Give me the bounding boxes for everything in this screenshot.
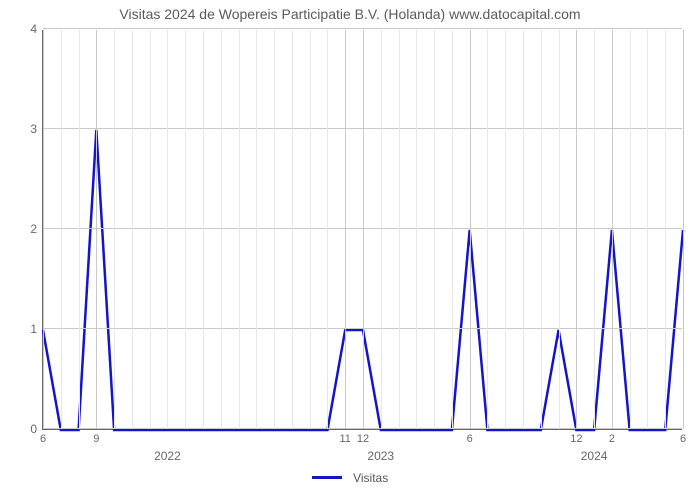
x-gridline-minor <box>132 30 133 429</box>
y-gridline <box>43 28 682 29</box>
x-gridline-minor <box>665 30 666 429</box>
x-gridline-minor <box>292 30 293 429</box>
x-gridline-minor <box>594 30 595 429</box>
y-tick-label: 2 <box>30 222 37 236</box>
x-gridline-minor <box>114 30 115 429</box>
x-year-label: 2023 <box>367 449 394 463</box>
x-gridline-minor <box>203 30 204 429</box>
x-gridline-minor <box>79 30 80 429</box>
x-tick-label: 12 <box>570 433 582 445</box>
x-gridline-major <box>96 30 97 429</box>
x-gridline-minor <box>327 30 328 429</box>
x-gridline-minor <box>630 30 631 429</box>
x-tick-label: 6 <box>680 433 686 445</box>
chart-legend: Visitas <box>0 470 700 485</box>
x-gridline-major <box>345 30 346 429</box>
x-gridline-minor <box>647 30 648 429</box>
x-tick-label: 6 <box>40 433 46 445</box>
x-gridline-minor <box>487 30 488 429</box>
x-gridline-major <box>683 30 684 429</box>
x-gridline-minor <box>274 30 275 429</box>
y-tick-label: 3 <box>30 122 37 136</box>
x-gridline-major <box>363 30 364 429</box>
x-gridline-minor <box>381 30 382 429</box>
x-gridline-major <box>576 30 577 429</box>
chart-title: Visitas 2024 de Wopereis Participatie B.… <box>0 6 700 22</box>
x-gridline-minor <box>256 30 257 429</box>
x-gridline-minor <box>399 30 400 429</box>
x-gridline-minor <box>167 30 168 429</box>
x-gridline-minor <box>185 30 186 429</box>
x-gridline-minor <box>523 30 524 429</box>
x-gridline-major <box>43 30 44 429</box>
x-gridline-minor <box>310 30 311 429</box>
x-gridline-minor <box>541 30 542 429</box>
x-gridline-major <box>612 30 613 429</box>
x-gridline-minor <box>434 30 435 429</box>
line-chart: Visitas 2024 de Wopereis Participatie B.… <box>0 0 700 500</box>
y-tick-label: 4 <box>30 22 37 36</box>
plot-area: 0123469111261226202220232024 <box>42 30 682 430</box>
x-gridline-minor <box>150 30 151 429</box>
y-tick-label: 0 <box>30 422 37 436</box>
x-tick-label: 6 <box>467 433 473 445</box>
x-tick-label: 11 <box>340 433 351 445</box>
x-year-label: 2024 <box>581 449 608 463</box>
x-tick-label: 9 <box>93 433 99 445</box>
x-tick-label: 2 <box>609 433 615 445</box>
x-gridline-minor <box>239 30 240 429</box>
legend-label: Visitas <box>353 471 388 485</box>
x-gridline-major <box>470 30 471 429</box>
y-tick-label: 1 <box>30 322 37 336</box>
x-gridline-minor <box>505 30 506 429</box>
x-gridline-minor <box>61 30 62 429</box>
legend-swatch <box>312 476 342 479</box>
x-gridline-minor <box>221 30 222 429</box>
x-gridline-minor <box>452 30 453 429</box>
x-tick-label: 12 <box>357 433 369 445</box>
x-year-label: 2022 <box>154 449 181 463</box>
x-gridline-minor <box>559 30 560 429</box>
x-gridline-minor <box>416 30 417 429</box>
